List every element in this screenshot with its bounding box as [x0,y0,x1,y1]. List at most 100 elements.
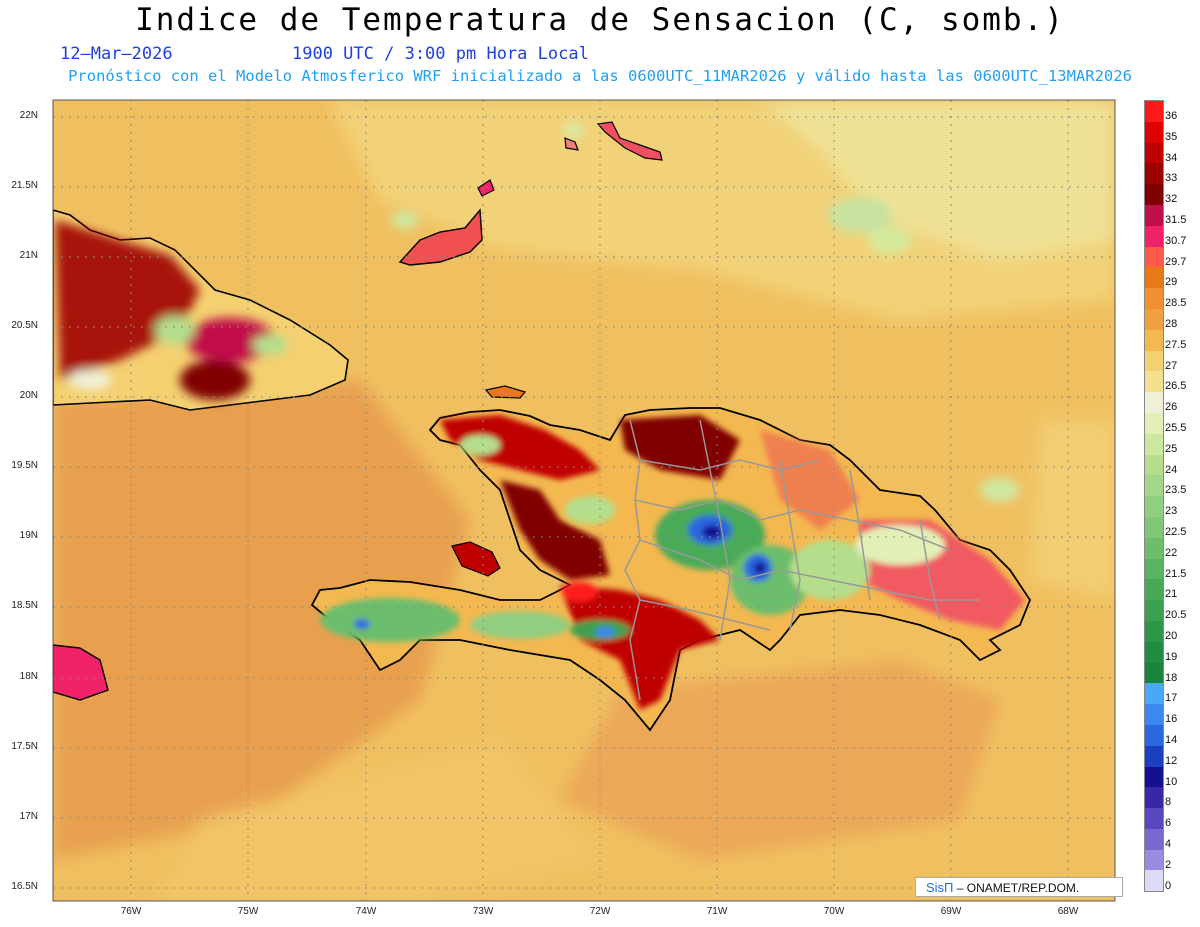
legend-swatch [1145,350,1163,372]
legend-swatch [1145,662,1163,684]
lat-label: 19N [19,530,38,541]
lon-label: 73W [472,906,494,917]
lon-label: 71W [706,906,728,917]
legend-swatch [1145,142,1163,164]
dr-central-cool [790,540,870,600]
legend-label: 25 [1165,442,1178,455]
legend-swatch [1145,516,1163,538]
cuba-land [53,209,349,411]
island-north [477,179,495,197]
legend-label: 22 [1165,546,1178,559]
legend-label: 19 [1165,650,1178,663]
lat-label: 16.5N [11,881,38,892]
caicos-island-2 [564,137,579,151]
legend-swatch [1145,579,1163,601]
legend-label: 29 [1165,276,1178,289]
legend-label: 31.5 [1165,214,1187,226]
ocean-se-dark [560,660,1000,860]
dr-north-hot [620,415,740,480]
legend-swatch [1145,620,1163,642]
legend-label: 29.7 [1165,255,1187,268]
legend-label: 23 [1165,505,1178,518]
lat-label: 17N [19,811,38,822]
lat-label: 17.5N [11,741,38,752]
legend-swatch [1145,683,1163,705]
lon-label: 70W [823,906,845,917]
legend-label: 24 [1165,463,1178,476]
credit-box: SisΠ – ONAMET/REP.DOM. [915,877,1123,897]
legend-label: 25.5 [1165,422,1187,434]
legend-label: 27.5 [1165,338,1187,351]
forecast-time: 1900 UTC / 3:00 pm Hora Local [292,44,589,64]
ocean-cool-patch-4 [391,211,419,229]
legend-label: 26.5 [1165,380,1187,393]
lat-label: 22N [19,110,38,121]
legend-label: 27 [1165,359,1178,372]
lon-label: 74W [355,906,377,917]
lon-label: 68W [1057,906,1079,917]
legend-swatch [1145,641,1163,663]
lat-label: 20.5N [11,320,38,331]
lat-label: 20N [19,390,38,401]
lat-label: 21N [19,250,38,261]
legend-swatch [1145,745,1163,767]
lon-label: 76W [120,906,142,917]
legend-swatch [1145,766,1163,788]
legend-label: 16 [1165,713,1178,726]
haiti-mountain-cold-2 [595,627,615,637]
legend-swatch [1145,204,1163,226]
cuba-cool-3 [68,370,112,390]
legend-swatch [1145,163,1163,185]
haiti-mountain-cold [354,619,370,629]
forecast-date: 12–Mar–2026 [60,44,173,64]
legend-swatch [1145,246,1163,268]
legend-label: 4 [1165,838,1172,850]
legend-label: 35 [1165,130,1178,143]
legend-label: 21 [1165,588,1178,601]
legend-label: 18 [1165,671,1178,684]
legend-swatch [1145,600,1163,621]
legend-label: 23.5 [1165,484,1187,497]
legend-swatch [1145,558,1163,580]
legend-swatch [1145,412,1163,434]
legend-swatch [1145,537,1163,559]
lat-label: 18N [19,671,38,682]
legend-label: 17 [1165,692,1178,705]
legend-swatch [1145,828,1163,850]
legend-swatch [1145,475,1163,497]
dr-valley-cool [565,496,615,524]
legend-label: 22.5 [1165,526,1187,538]
legend-swatch [1145,267,1163,289]
legend-label: 36 [1165,110,1178,122]
ocean-sw-light [160,740,600,901]
legend-swatch [1145,184,1163,205]
legend-swatch [1145,225,1163,247]
ocean-north-pale [760,100,1115,260]
lon-label: 69W [940,906,962,917]
cuba-cool-2 [252,335,288,355]
legend-swatch [1145,371,1163,393]
legend-label: 8 [1165,796,1172,809]
legend-swatch [1145,121,1163,143]
legend-label: 34 [1165,151,1178,164]
ocean-cool-patch-2 [868,226,912,254]
sispi-logo: SisΠ [926,880,954,895]
legend-label: 26 [1165,401,1178,414]
tortuga-island [484,385,527,399]
haiti-south-cool [320,598,460,642]
legend-label: 2 [1165,858,1172,871]
jamaica-land [53,644,109,701]
legend-label: 14 [1165,734,1178,746]
legend-swatch [1145,454,1163,476]
lon-label: 72W [589,906,611,917]
legend-label: 30.7 [1165,234,1187,247]
legend-label: 28 [1165,318,1178,330]
legend-label: 33 [1165,172,1178,185]
dr-mountain-cold-core-2 [754,562,766,574]
ocean-cool-patch-5 [564,122,584,138]
legend-swatch [1145,288,1163,309]
legend-swatch [1145,101,1163,122]
legend-swatch [1145,870,1163,892]
legend-label: 20.5 [1165,609,1187,622]
